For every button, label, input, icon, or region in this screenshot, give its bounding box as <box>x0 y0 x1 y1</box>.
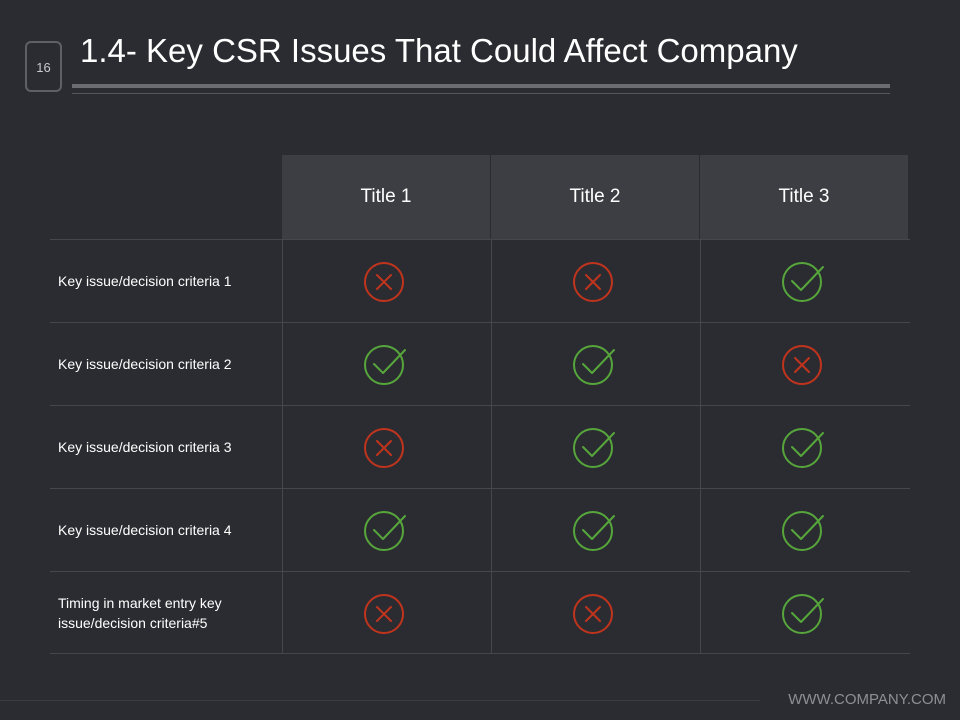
table-cell <box>491 240 700 322</box>
table-cell <box>282 572 491 653</box>
title-underline-thick <box>72 84 890 88</box>
table-row: Key issue/decision criteria 4 <box>50 488 910 571</box>
table-cell <box>282 489 491 571</box>
table-cell <box>700 323 909 405</box>
table-row: Key issue/decision criteria 3 <box>50 405 910 488</box>
table-cell <box>700 240 909 322</box>
check-circle-icon <box>573 428 615 468</box>
table-cell <box>700 572 909 653</box>
check-circle-icon <box>782 593 824 634</box>
table-cell <box>491 572 700 653</box>
column-header-title-2: Title 2 <box>491 155 699 239</box>
table-cell <box>491 323 700 405</box>
cross-circle-icon <box>364 428 404 468</box>
table-header-row: Title 1 Title 2 Title 3 <box>50 155 910 239</box>
cross-circle-icon <box>782 345 822 385</box>
check-circle-icon <box>364 511 406 551</box>
row-label: Key issue/decision criteria 4 <box>58 522 232 538</box>
row-label: Key issue/decision criteria 2 <box>58 356 232 372</box>
table-cell <box>700 406 909 488</box>
table-cell <box>282 406 491 488</box>
table-cell <box>700 489 909 571</box>
check-circle-icon <box>573 345 615 385</box>
column-header-title-1: Title 1 <box>282 155 490 239</box>
row-label: Timing in market entry key issue/decisio… <box>58 594 222 631</box>
page-title: 1.4- Key CSR Issues That Could Affect Co… <box>80 32 798 69</box>
check-circle-icon <box>782 511 824 551</box>
cross-circle-icon <box>573 262 613 302</box>
cross-circle-icon <box>364 262 404 302</box>
cross-circle-icon <box>573 593 613 634</box>
table-row: Key issue/decision criteria 2 <box>50 322 910 405</box>
check-circle-icon <box>782 428 824 468</box>
table-row: Timing in market entry key issue/decisio… <box>50 571 910 654</box>
slide-number-badge: 16 <box>25 41 62 92</box>
table-cell <box>282 323 491 405</box>
check-circle-icon <box>782 262 824 302</box>
check-circle-icon <box>364 345 406 385</box>
cross-circle-icon <box>364 593 404 634</box>
table-cell <box>491 489 700 571</box>
table-cell <box>491 406 700 488</box>
row-label: Key issue/decision criteria 3 <box>58 439 232 455</box>
csr-issues-table: Title 1 Title 2 Title 3 Key issue/decisi… <box>50 155 910 654</box>
footer-website: WWW.COMPANY.COM <box>788 691 946 708</box>
column-header-title-3: Title 3 <box>700 155 908 239</box>
row-label: Key issue/decision criteria 1 <box>58 273 232 289</box>
title-underline-thin <box>72 93 890 94</box>
table-row: Key issue/decision criteria 1 <box>50 239 910 322</box>
slide-number: 16 <box>36 60 51 75</box>
table-cell <box>282 240 491 322</box>
footer-divider <box>0 700 760 701</box>
check-circle-icon <box>573 511 615 551</box>
